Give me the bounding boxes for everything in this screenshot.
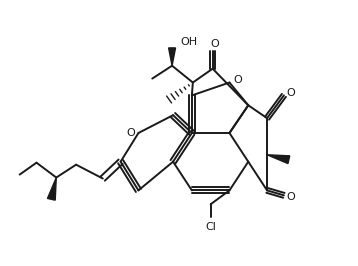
Text: OH: OH: [180, 37, 197, 47]
Text: O: O: [286, 88, 295, 98]
Polygon shape: [169, 48, 175, 66]
Text: O: O: [286, 192, 295, 202]
Polygon shape: [267, 155, 290, 164]
Text: Cl: Cl: [205, 222, 216, 232]
Polygon shape: [48, 177, 56, 200]
Text: O: O: [210, 39, 219, 49]
Text: O: O: [233, 74, 242, 85]
Text: O: O: [126, 128, 135, 138]
